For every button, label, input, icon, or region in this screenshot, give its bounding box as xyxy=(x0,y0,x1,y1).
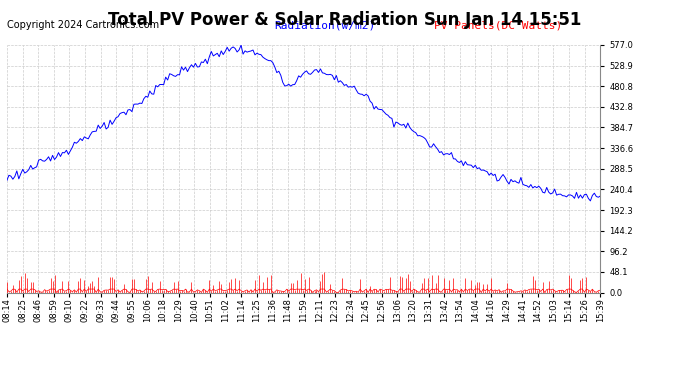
Text: Radiation(w/m2): Radiation(w/m2) xyxy=(274,20,375,30)
Text: PV Panels(DC Watts): PV Panels(DC Watts) xyxy=(434,20,562,30)
Text: Copyright 2024 Cartronics.com: Copyright 2024 Cartronics.com xyxy=(7,20,159,30)
Text: Total PV Power & Solar Radiation Sun Jan 14 15:51: Total PV Power & Solar Radiation Sun Jan… xyxy=(108,11,582,29)
